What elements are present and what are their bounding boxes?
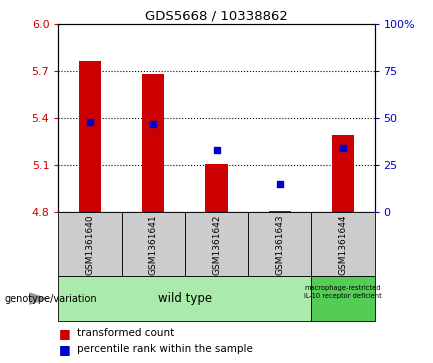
Text: GDS5668 / 10338862: GDS5668 / 10338862 bbox=[145, 9, 288, 22]
Text: transformed count: transformed count bbox=[77, 328, 174, 338]
Bar bbox=[205, 164, 228, 212]
Bar bbox=[268, 211, 291, 212]
Bar bbox=[142, 74, 165, 212]
Text: ■: ■ bbox=[58, 327, 70, 340]
Text: GSM1361644: GSM1361644 bbox=[339, 214, 347, 275]
Bar bbox=[332, 135, 354, 212]
Text: GSM1361643: GSM1361643 bbox=[275, 214, 284, 275]
Bar bbox=[185, 212, 248, 276]
Text: macrophage-restricted
IL-10 receptor deficient: macrophage-restricted IL-10 receptor def… bbox=[304, 285, 382, 298]
Bar bbox=[311, 276, 375, 321]
Bar bbox=[79, 61, 101, 212]
Text: GSM1361640: GSM1361640 bbox=[86, 214, 94, 275]
Text: genotype/variation: genotype/variation bbox=[4, 294, 97, 303]
Text: wild type: wild type bbox=[158, 292, 212, 305]
Bar bbox=[58, 276, 311, 321]
Bar bbox=[311, 212, 375, 276]
Bar bbox=[122, 212, 185, 276]
Text: GSM1361642: GSM1361642 bbox=[212, 214, 221, 275]
Bar bbox=[58, 212, 122, 276]
Polygon shape bbox=[29, 292, 49, 305]
Text: GSM1361641: GSM1361641 bbox=[149, 214, 158, 275]
Text: percentile rank within the sample: percentile rank within the sample bbox=[77, 344, 252, 354]
Bar bbox=[248, 212, 311, 276]
Text: ■: ■ bbox=[58, 343, 70, 356]
